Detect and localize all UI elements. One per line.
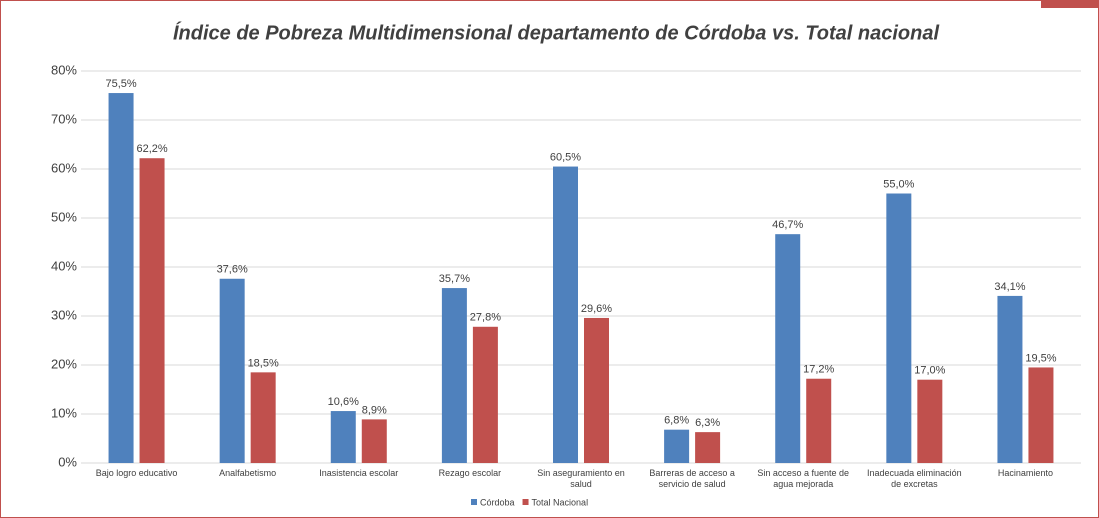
x-tick-label: Hacinamiento (997, 468, 1053, 478)
bar (584, 317, 609, 463)
data-label: 46,7% (772, 219, 803, 231)
bar (553, 166, 578, 464)
bar (775, 234, 801, 463)
bar (806, 378, 832, 463)
corner-tab (1041, 1, 1098, 8)
bar (441, 288, 467, 463)
data-label: 62,2% (136, 143, 167, 155)
y-tick-label: 80% (51, 62, 77, 77)
legend-swatch (471, 499, 477, 505)
x-tick-label: Inasistencia escolar (319, 468, 399, 478)
y-tick-label: 20% (51, 356, 77, 371)
bar (997, 295, 1023, 463)
legend-label: Córdoba (480, 497, 515, 507)
data-label: 8,9% (362, 404, 387, 416)
y-tick-label: 70% (51, 111, 77, 126)
legend-label: Total Nacional (532, 497, 589, 507)
bar (664, 429, 690, 463)
x-tick-label: Inadecuada eliminación de excretas (867, 468, 962, 489)
bar (695, 432, 721, 463)
legend-swatch (522, 499, 529, 505)
bar (472, 326, 498, 463)
data-label: 18,5% (248, 357, 279, 369)
y-tick-label: 60% (51, 160, 77, 175)
y-tick-label: 10% (51, 405, 77, 420)
x-tick-label: Bajo logro educativo (95, 468, 178, 478)
data-label: 55,0% (883, 178, 914, 190)
data-label: 60,5% (550, 151, 581, 163)
bar (886, 193, 912, 463)
data-label: 29,6% (581, 303, 612, 315)
x-tick-label: Barreras de acceso a servicio de salud (649, 468, 735, 489)
bar (361, 419, 387, 463)
data-label: 75,5% (105, 78, 136, 90)
data-label: 6,3% (695, 417, 720, 429)
data-label: 17,0% (914, 365, 945, 377)
bar (330, 411, 356, 463)
data-label: 17,2% (803, 364, 834, 376)
x-tick-label: Analfabetismo (219, 468, 277, 478)
data-label: 34,1% (994, 281, 1025, 293)
bar (139, 158, 165, 463)
x-tick-label: Sin acceso a fuente de agua mejorada (757, 468, 849, 489)
y-tick-label: 40% (51, 258, 77, 273)
x-tick-label: Sin aseguramiento en salud (537, 468, 625, 489)
y-tick-label: 0% (58, 454, 77, 469)
bar (1028, 367, 1054, 463)
data-label: 27,8% (470, 312, 501, 324)
data-label: 6,8% (664, 415, 689, 427)
x-tick-label: Rezago escolar (438, 468, 502, 478)
data-label: 19,5% (1025, 352, 1056, 364)
bar (108, 93, 134, 464)
chart-title: Índice de Pobreza Multidimensional depar… (173, 21, 939, 44)
y-tick-label: 30% (51, 307, 77, 322)
bar (917, 379, 943, 463)
data-label: 37,6% (217, 264, 248, 276)
data-label: 35,7% (439, 273, 470, 285)
bar (250, 372, 276, 463)
data-label: 10,6% (328, 396, 359, 408)
y-tick-label: 50% (51, 209, 77, 224)
bar (219, 278, 245, 463)
